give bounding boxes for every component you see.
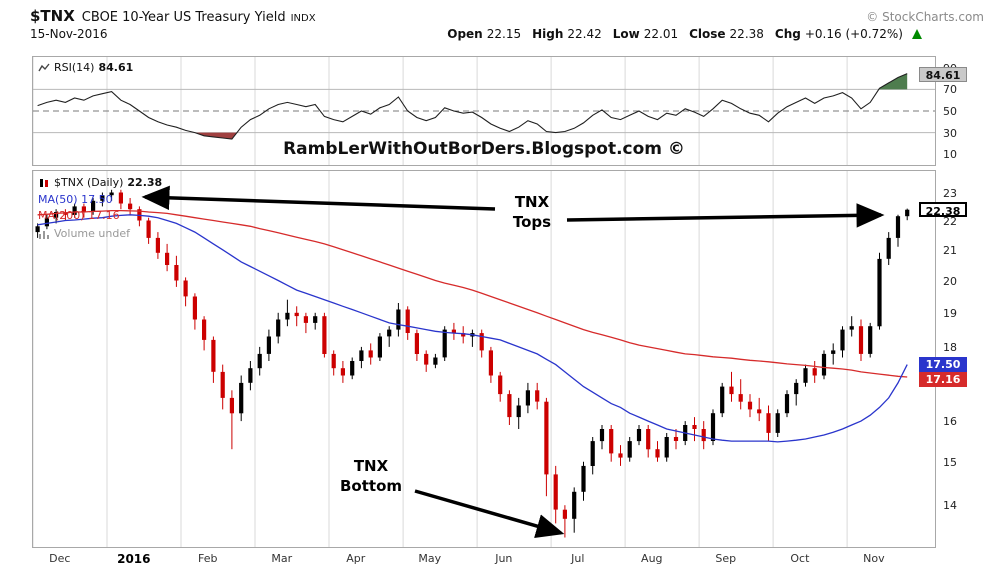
chg-value: +0.16 (+0.72%) [804, 27, 903, 41]
price-axis-tick: 20 [943, 274, 957, 288]
symbol: $TNX [30, 7, 75, 25]
chg-label: Chg [774, 27, 801, 41]
symbol-title: $TNX CBOE 10-Year US Treasury Yield INDX [30, 6, 316, 25]
change-up-arrow-icon [912, 29, 922, 39]
annotation-tnx-bottom: TNX Bottom [333, 457, 409, 496]
price-axis-tick: 19 [943, 306, 957, 320]
close-label: Close [689, 27, 726, 41]
price-gridlines [33, 171, 848, 547]
x-axis-label-sep: Sep [715, 552, 737, 565]
x-axis-label-dec: Dec [49, 552, 71, 565]
rsi-plot [33, 57, 935, 165]
chart-date: 15-Nov-2016 [30, 27, 108, 41]
x-axis-label-jun: Jun [495, 552, 513, 565]
symbol-name: CBOE 10-Year US Treasury Yield [81, 10, 286, 25]
candlestick-icon [40, 178, 48, 187]
high-value: 22.42 [567, 27, 602, 41]
rsi-value: 84.61 [98, 61, 134, 74]
x-axis-label-feb: Feb [198, 552, 218, 565]
volume-label: Volume undef [54, 227, 130, 240]
annotation-tops-line2: Tops [512, 212, 552, 231]
ma50-legend: MA(50) 17.50 [38, 193, 113, 206]
annotation-bottom-line2: Bottom [339, 476, 402, 495]
watermark: RambLerWithOutBorDers.Blogspot.com © [283, 139, 685, 159]
rsi-overbought-fill [878, 73, 908, 90]
x-axis-label-mar: Mar [271, 552, 293, 565]
x-axis-label-apr: Apr [346, 552, 366, 565]
low-label: Low [612, 27, 640, 41]
price-axis-tick: 22 [943, 214, 957, 228]
price-axis-tick: 16 [943, 415, 957, 429]
rsi-last-value-box: 84.61 [919, 66, 967, 82]
price-axis-tick: 14 [943, 499, 957, 513]
rsi-legend: RSI(14) 84.61 [38, 61, 133, 74]
x-axis-label-jul: Jul [571, 552, 585, 565]
x-axis-label-oct: Oct [790, 552, 810, 565]
annotation-tnx-tops: TNX Tops [503, 193, 561, 232]
quote-row: 15-Nov-2016 Open 22.15 High 22.42 Low 22.01… [30, 27, 922, 41]
annotation-tops-line1: TNX [514, 193, 550, 211]
stockcharts-copyright: © StockCharts.com [866, 10, 984, 24]
volume-legend: Volume undef [38, 227, 130, 240]
exchange-label: INDX [290, 13, 316, 24]
rsi-axis-tick: 50 [943, 105, 957, 118]
x-axis-label-nov: Nov [863, 552, 885, 565]
x-axis: Dec 2016 Feb Mar Apr May Jun Jul Aug Sep Oct Nov [32, 552, 936, 570]
x-axis-label-2016: 2016 [117, 552, 151, 566]
chart-header: $TNX CBOE 10-Year US Treasury Yield INDX ©… [30, 6, 984, 25]
ma200-value-box: 17.16 [919, 371, 967, 387]
rsi-axis-tick: 10 [943, 148, 957, 162]
price-panel: $TNX (Daily) 22.38 MA(50) 17.50 MA(200) … [32, 170, 967, 548]
x-axis-label-aug: Aug [641, 552, 663, 565]
rsi-axis-tick: 70 [943, 83, 957, 97]
ma200-line [37, 209, 908, 378]
ma200-legend: MA(200) 17.16 [38, 209, 120, 222]
close-value: 22.38 [729, 27, 764, 41]
rsi-oversold-fill [194, 132, 237, 140]
rsi-axis-tick: 30 [943, 126, 957, 140]
price-axis-tick: 21 [943, 243, 957, 257]
rsi-line-icon [38, 63, 50, 71]
price-value: 22.38 [127, 176, 163, 189]
price-axis-tick: 15 [943, 455, 957, 469]
ma50-value-box: 17.50 [919, 356, 967, 372]
rsi-line [37, 73, 908, 140]
rsi-label: RSI(14) [54, 61, 95, 74]
price-axis-tick: 18 [943, 340, 957, 354]
open-value: 22.15 [486, 27, 522, 41]
price-plot [33, 171, 910, 547]
volume-bars-icon [39, 230, 49, 239]
candlesticks [35, 189, 910, 538]
ma50-line [37, 214, 908, 443]
price-legend: $TNX (Daily) 22.38 [38, 176, 162, 189]
low-value: 22.01 [643, 27, 679, 41]
high-label: High [532, 27, 564, 41]
ohlc-summary: Open 22.15 High 22.42 Low 22.01 Close 22.38 … [436, 27, 922, 41]
open-label: Open [447, 27, 483, 41]
price-axis-tick: 23 [943, 186, 957, 200]
price-label: $TNX (Daily) [54, 176, 124, 189]
annotation-bottom-line1: TNX [353, 457, 389, 475]
rsi-panel: RSI(14) 84.61 RambLerWithOutBorDers.Blog… [32, 56, 967, 166]
last-price-box: 22.38 [919, 201, 967, 218]
x-axis-label-may: May [418, 552, 442, 565]
